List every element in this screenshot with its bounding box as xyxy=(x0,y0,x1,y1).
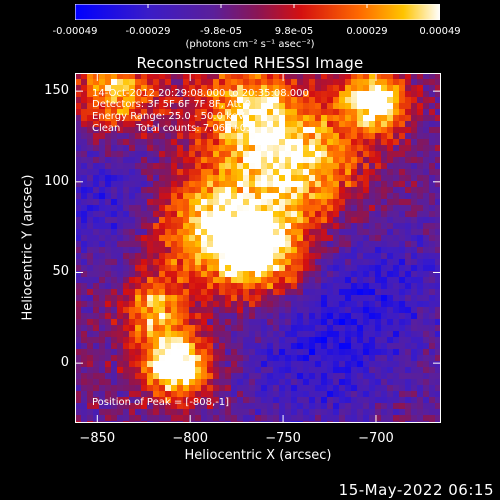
y-axis-tick-label: 150 xyxy=(44,83,69,99)
plot-title: Reconstructed RHESSI Image xyxy=(136,54,364,72)
y-axis-label: Heliocentric Y (arcsec) xyxy=(20,174,36,321)
colorbar-tick-label: -9.8e-05 xyxy=(200,26,242,37)
y-axis-tick-label: 50 xyxy=(52,264,69,280)
heatmap-image xyxy=(75,73,441,423)
colorbar xyxy=(75,4,440,20)
heatmap-plot-area: 14-Oct-2012 20:29:08.000 to 20:35:08.000… xyxy=(75,73,441,423)
timestamp: 15-May-2022 06:15 xyxy=(338,481,494,499)
colorbar-tick-label: -0.00049 xyxy=(52,26,98,37)
annotation-detectors: Detectors: 3F 5F 6F 7F 8F, Att 0 xyxy=(92,99,252,110)
annotation-method: Clean Total counts: 7.06E+03 xyxy=(92,123,253,134)
y-axis-tick-label: 0 xyxy=(60,355,69,371)
heatmap-cells xyxy=(75,73,441,423)
annotation-peak-position: Position of Peak = [-808,-1] xyxy=(92,397,230,408)
annotation-time-range: 14-Oct-2012 20:29:08.000 to 20:35:08.000 xyxy=(92,88,309,99)
y-axis-tick-label: 100 xyxy=(44,173,69,189)
colorbar-tick-label: 0.00029 xyxy=(346,26,388,37)
plot-frame xyxy=(75,73,441,423)
x-axis-tick-label: −750 xyxy=(265,431,301,446)
colorbar-units-label: (photons cm⁻² s⁻¹ asec⁻²) xyxy=(185,39,315,50)
x-axis-tick-label: −850 xyxy=(79,431,116,446)
colorbar-tick-label: -0.00029 xyxy=(125,26,171,37)
colorbar-tick-label: 0.00049 xyxy=(419,26,461,37)
annotation-energy-range: Energy Range: 25.0 - 50.0 keV xyxy=(92,111,245,122)
x-axis-tick-label: −700 xyxy=(358,431,394,446)
x-axis-label: Heliocentric X (arcsec) xyxy=(184,448,332,463)
x-axis-tick-label: −800 xyxy=(172,431,209,446)
colorbar-tick-label: 9.8e-05 xyxy=(274,26,314,37)
